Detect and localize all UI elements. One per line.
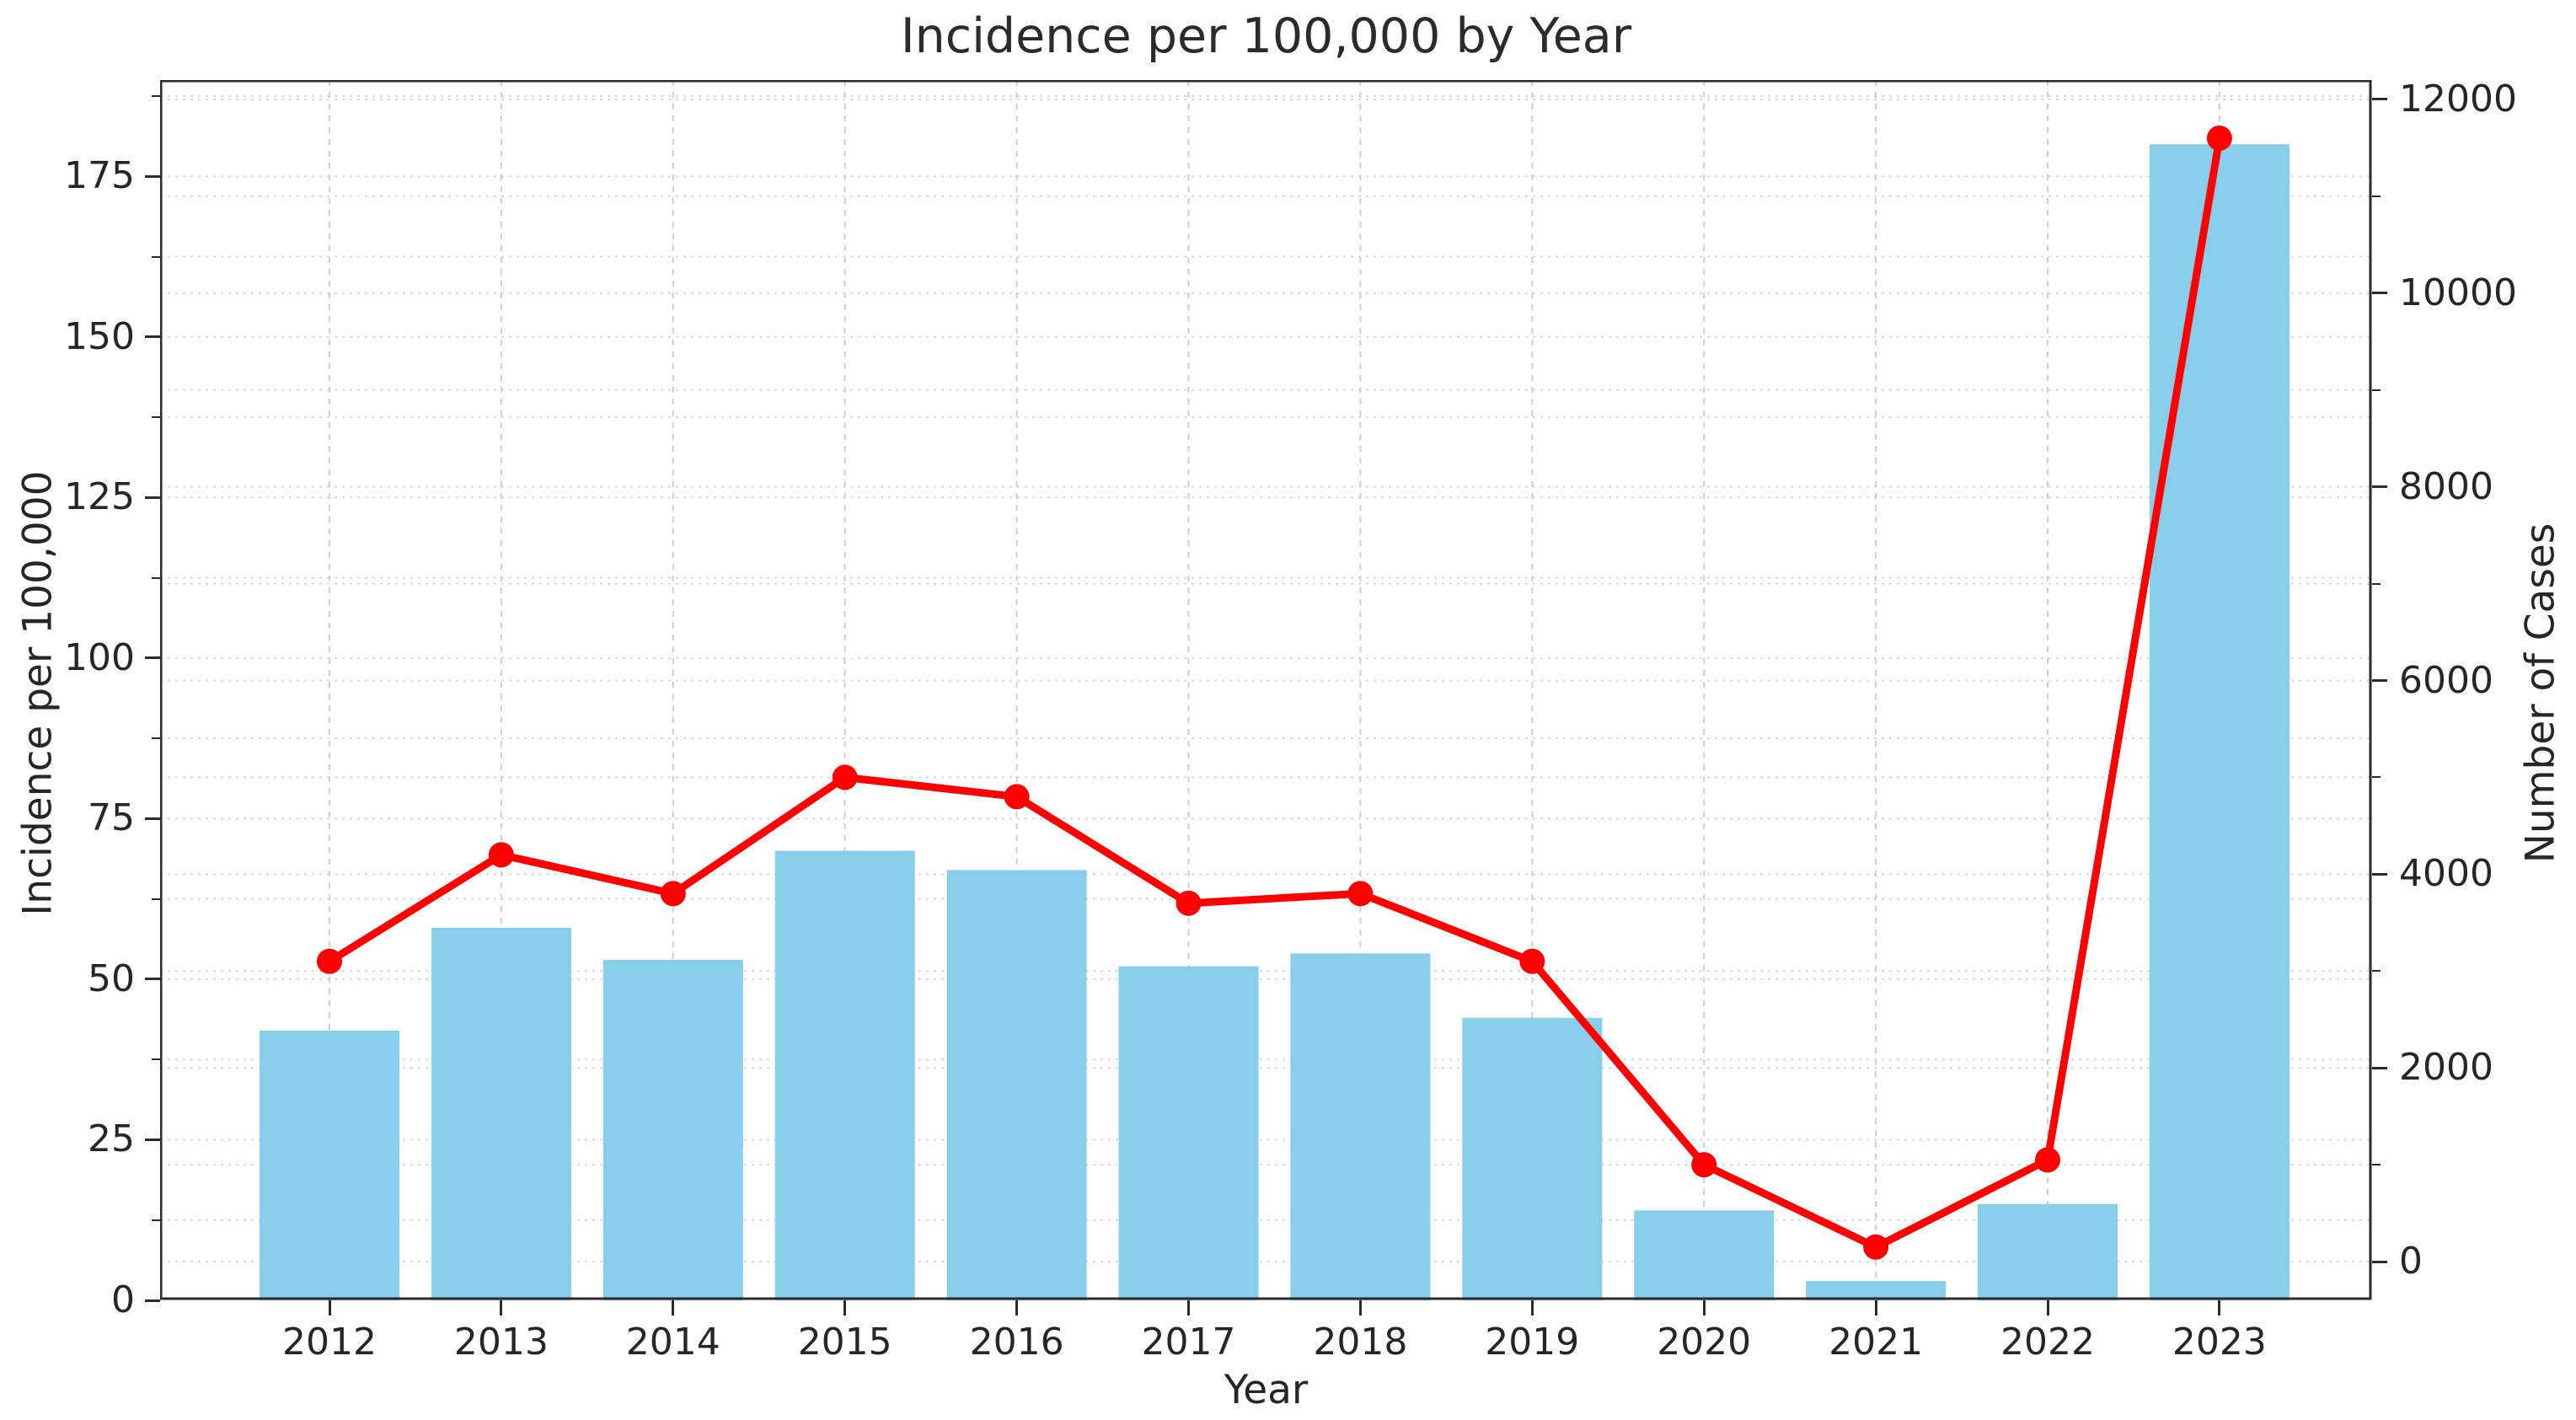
y-right-tick — [2372, 292, 2387, 295]
x-tick — [1874, 1300, 1877, 1316]
y-right-tick-label: 0 — [2399, 1240, 2423, 1283]
x-tick-label: 2021 — [1829, 1321, 1924, 1364]
x-tick-label: 2020 — [1657, 1321, 1752, 1364]
bar-2019 — [1462, 1017, 1603, 1300]
y-right-minor-tick — [2372, 776, 2381, 779]
y-right-tick-label: 6000 — [2399, 658, 2493, 702]
y-left-minor-tick — [152, 576, 160, 579]
y-right-minor-tick — [2372, 970, 2381, 973]
x-tick — [672, 1300, 675, 1316]
plot-canvas — [160, 80, 2372, 1300]
y-right-tick-label: 10000 — [2399, 271, 2517, 314]
bar-2017 — [1118, 966, 1259, 1300]
cases-marker-2019 — [1519, 948, 1545, 974]
y-left-tick — [145, 496, 160, 499]
y-right-tick-label: 4000 — [2399, 852, 2493, 896]
y-left-minor-tick — [152, 255, 160, 258]
y-right-tick — [2372, 679, 2387, 682]
y-left-tick-label: 100 — [64, 635, 135, 679]
plot-area — [160, 80, 2372, 1300]
y-left-tick-label: 0 — [111, 1278, 135, 1321]
y-left-tick-label: 25 — [88, 1117, 135, 1161]
plot-spines — [160, 80, 2372, 1300]
chart-title: Incidence per 100,000 by Year — [900, 8, 1632, 64]
y-left-tick-label: 175 — [64, 154, 135, 198]
cases-marker-2022 — [2035, 1147, 2060, 1173]
x-tick-label: 2019 — [1485, 1321, 1580, 1364]
cases-marker-2021 — [1863, 1234, 1889, 1260]
y-left-minor-tick — [152, 737, 160, 740]
y-left-tick — [145, 1138, 160, 1141]
cases-marker-2015 — [832, 764, 858, 790]
x-tick — [1358, 1300, 1362, 1316]
y-right-tick — [2372, 485, 2387, 489]
y-right-tick — [2372, 1260, 2387, 1263]
x-tick — [1702, 1300, 1706, 1316]
x-tick-label: 2017 — [1141, 1321, 1236, 1364]
x-tick — [328, 1300, 331, 1316]
x-tick-label: 2015 — [797, 1321, 892, 1364]
y-right-minor-tick — [2372, 582, 2381, 585]
y-left-tick — [145, 1299, 160, 1302]
x-tick — [843, 1300, 847, 1316]
x-tick-label: 2012 — [282, 1321, 377, 1364]
x-tick-label: 2014 — [625, 1321, 720, 1364]
y-right-tick — [2372, 98, 2387, 101]
x-axis-label: Year — [1224, 1367, 1309, 1413]
cases-marker-2020 — [1691, 1152, 1717, 1178]
y-right-minor-tick — [2372, 1164, 2381, 1166]
y-left-tick-label: 150 — [64, 314, 135, 358]
x-tick — [1187, 1300, 1190, 1316]
x-tick — [1530, 1300, 1534, 1316]
y-right-tick-label: 12000 — [2399, 77, 2517, 121]
y-left-tick-label: 50 — [88, 956, 135, 1000]
x-tick — [2218, 1300, 2221, 1316]
cases-marker-2014 — [660, 881, 686, 907]
y-right-tick — [2372, 1066, 2387, 1069]
y-right-tick-label: 8000 — [2399, 464, 2493, 508]
cases-marker-2017 — [1176, 890, 1202, 916]
y-left-tick — [145, 817, 160, 820]
y-left-minor-tick — [152, 95, 160, 98]
cases-marker-2012 — [317, 948, 342, 974]
x-tick-label: 2016 — [969, 1321, 1064, 1364]
y-right-tick — [2372, 872, 2387, 876]
y-right-tick-label: 2000 — [2399, 1046, 2493, 1090]
cases-marker-2013 — [488, 842, 514, 868]
bar-2014 — [602, 960, 743, 1300]
cases-marker-2023 — [2206, 125, 2232, 151]
x-tick — [2046, 1300, 2049, 1316]
x-tick-label: 2018 — [1313, 1321, 1408, 1364]
bar-2016 — [946, 870, 1087, 1300]
y-left-tick — [145, 656, 160, 660]
y-left-tick-label: 75 — [88, 796, 135, 840]
bar-2020 — [1634, 1210, 1775, 1300]
bar-2018 — [1290, 953, 1431, 1300]
y-right-minor-tick — [2372, 195, 2381, 197]
y-left-minor-tick — [152, 898, 160, 900]
y-right-minor-tick — [2372, 388, 2381, 391]
bar-2022 — [1978, 1203, 2118, 1300]
bar-2015 — [774, 850, 915, 1300]
cases-line — [325, 134, 2224, 1251]
bar-2021 — [1806, 1281, 1947, 1300]
x-tick-label: 2022 — [2000, 1321, 2095, 1364]
bar-2012 — [260, 1030, 399, 1300]
x-tick — [1015, 1300, 1019, 1316]
y-left-tick — [145, 978, 160, 981]
cases-marker-2018 — [1347, 881, 1374, 907]
bar-2013 — [431, 927, 571, 1300]
x-tick — [500, 1300, 503, 1316]
y-left-tick-label: 125 — [64, 475, 135, 519]
x-tick-label: 2013 — [453, 1321, 549, 1364]
y-left-minor-tick — [152, 1058, 160, 1061]
y-left-minor-tick — [152, 416, 160, 419]
x-tick-label: 2023 — [2172, 1321, 2267, 1364]
y-left-tick — [145, 335, 160, 339]
bar-2023 — [2149, 144, 2289, 1300]
y-left-minor-tick — [152, 1219, 160, 1221]
y-left-tick — [145, 174, 160, 178]
cases-marker-2016 — [1004, 784, 1030, 810]
